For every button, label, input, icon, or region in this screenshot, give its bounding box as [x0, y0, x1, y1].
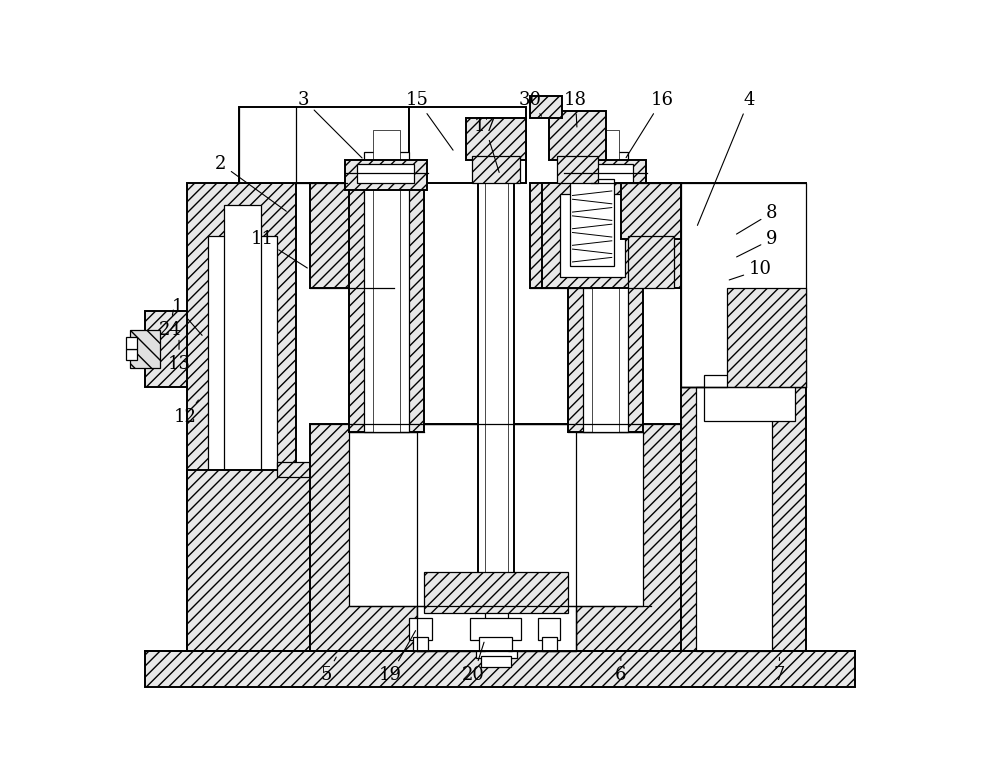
Polygon shape: [187, 183, 310, 651]
Bar: [542, 183, 681, 288]
Polygon shape: [145, 311, 187, 387]
Bar: [409, 107, 526, 183]
Bar: [126, 337, 137, 349]
Text: 11: 11: [251, 230, 307, 268]
Bar: [476, 647, 517, 659]
Bar: [239, 107, 409, 183]
Bar: [424, 572, 568, 613]
Bar: [470, 619, 521, 640]
Bar: [538, 619, 560, 640]
Text: 19: 19: [379, 631, 416, 684]
Text: 17: 17: [473, 117, 499, 172]
Bar: [568, 183, 643, 432]
Bar: [413, 637, 428, 651]
Polygon shape: [681, 288, 806, 387]
Text: 10: 10: [729, 261, 772, 280]
Bar: [224, 205, 261, 470]
Bar: [187, 470, 310, 651]
Bar: [508, 606, 576, 651]
Bar: [592, 130, 619, 432]
Text: 3: 3: [298, 90, 362, 158]
Bar: [681, 183, 806, 387]
Bar: [696, 387, 772, 651]
Bar: [349, 183, 424, 432]
Bar: [478, 126, 514, 640]
Text: 4: 4: [697, 90, 755, 225]
Bar: [557, 156, 598, 183]
Bar: [417, 606, 485, 651]
Text: 8: 8: [737, 204, 778, 234]
Polygon shape: [310, 183, 394, 288]
Bar: [126, 349, 137, 360]
Polygon shape: [310, 424, 681, 651]
Bar: [542, 637, 557, 651]
Text: 13: 13: [168, 340, 191, 373]
Bar: [417, 424, 576, 651]
Bar: [277, 462, 310, 478]
Text: 20: 20: [462, 642, 485, 684]
Bar: [468, 633, 524, 650]
Bar: [570, 179, 614, 266]
Text: 5: 5: [321, 657, 336, 684]
Bar: [628, 236, 674, 288]
Bar: [576, 164, 633, 183]
Bar: [583, 152, 628, 432]
Bar: [472, 156, 520, 183]
Bar: [549, 111, 606, 160]
Bar: [621, 183, 681, 240]
Polygon shape: [530, 183, 591, 288]
Bar: [568, 432, 643, 606]
Bar: [345, 160, 427, 190]
Bar: [485, 126, 508, 640]
Bar: [409, 619, 432, 640]
Text: 15: 15: [405, 90, 453, 150]
Bar: [564, 160, 646, 190]
Text: 16: 16: [626, 90, 674, 158]
Bar: [364, 152, 409, 432]
Bar: [530, 96, 562, 118]
Text: 1: 1: [172, 298, 202, 335]
Bar: [479, 637, 512, 651]
Bar: [357, 164, 414, 183]
Polygon shape: [681, 183, 806, 651]
Bar: [145, 651, 855, 688]
Polygon shape: [130, 330, 160, 368]
Text: 24: 24: [159, 310, 181, 339]
Bar: [349, 432, 424, 606]
Bar: [466, 118, 526, 160]
Bar: [481, 656, 511, 668]
Text: 9: 9: [737, 230, 778, 257]
Bar: [373, 130, 400, 432]
Text: 7: 7: [774, 657, 785, 684]
Text: 2: 2: [215, 155, 286, 211]
Bar: [208, 236, 277, 470]
Bar: [560, 194, 625, 277]
Bar: [704, 375, 795, 421]
Text: 18: 18: [564, 90, 587, 127]
Text: 6: 6: [615, 657, 627, 684]
Text: 30: 30: [519, 90, 542, 116]
Text: 12: 12: [174, 400, 198, 426]
